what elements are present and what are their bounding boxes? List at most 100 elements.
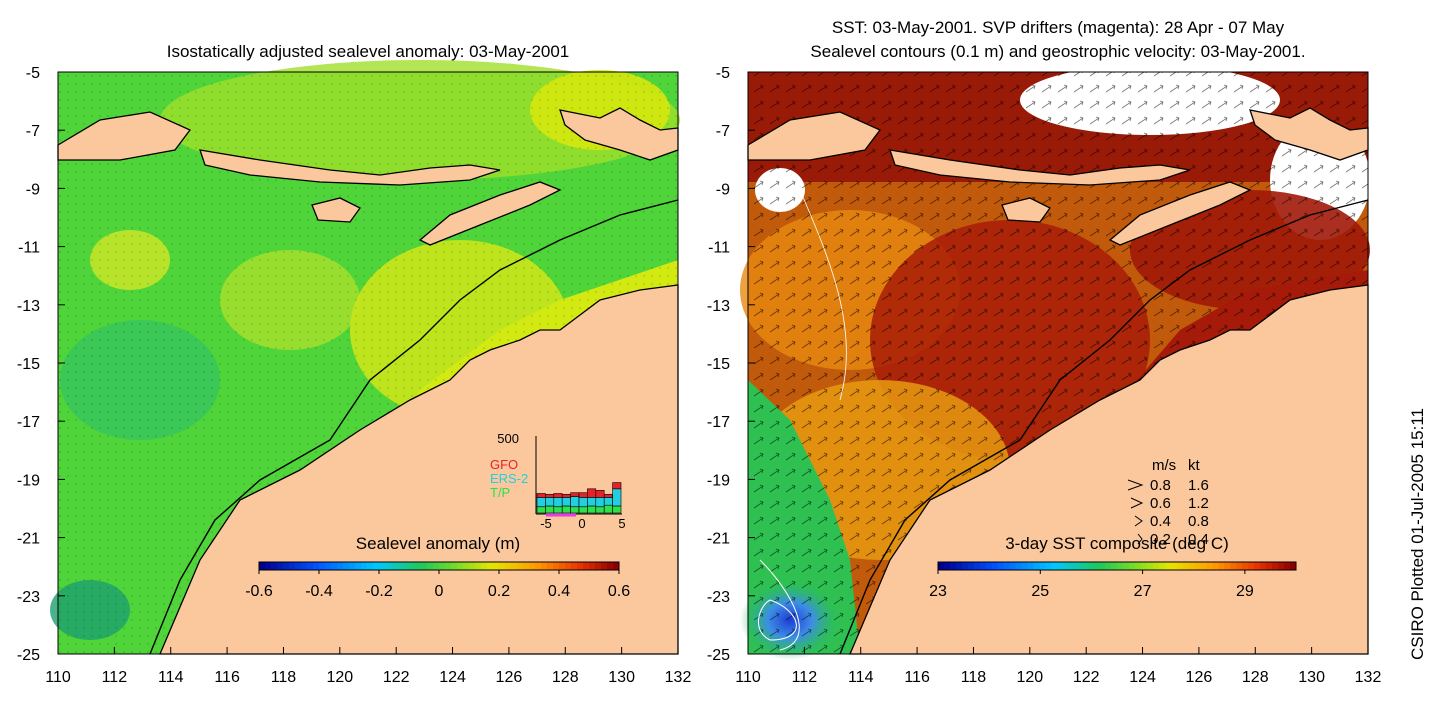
colorbar-tick-label: -0.6 (245, 583, 273, 600)
right-map-title-line2: Sealevel contours (0.1 m) and geostrophi… (810, 42, 1306, 61)
colorbar-cell (979, 562, 987, 570)
colorbar-cell (1278, 562, 1285, 570)
colorbar-cell (499, 562, 506, 570)
colorbar-cell (1236, 562, 1243, 570)
colorbar-cell (439, 562, 446, 570)
colorbar-frame (937, 561, 1297, 571)
x-tick-label: 128 (552, 669, 579, 686)
x-tick-label: 118 (961, 669, 987, 686)
colorbar-cell (409, 562, 416, 570)
y-tick-label: -17 (17, 414, 40, 431)
y-tick-label: -21 (17, 531, 40, 548)
colorbar-cell (1069, 562, 1076, 570)
x-tick-label: 126 (496, 669, 523, 686)
inset-bar-t/p (536, 506, 546, 514)
colorbar-cell (1182, 562, 1190, 570)
colorbar-cell (1146, 562, 1154, 570)
colorbar-cell (1200, 562, 1207, 570)
inset-bar-ers-2 (553, 497, 563, 508)
colorbar-cell (1134, 562, 1142, 570)
inset-bar-ers-2 (612, 488, 622, 507)
inset-bar-gfo (595, 490, 605, 498)
x-tick-label: 120 (1016, 669, 1043, 686)
x-tick-label: 132 (665, 669, 692, 686)
y-tick-label: -9 (716, 181, 730, 198)
colorbar-cell (559, 562, 566, 570)
right-colorbar: 3-day SST composite (deg C) 23 25 27 29 (929, 534, 1297, 600)
velocity-kt-value: 0.8 (1188, 513, 1209, 530)
colorbar-cell (985, 562, 993, 570)
inset-legend-t/p: T/P (490, 485, 510, 500)
inset-bar-ers-2 (578, 497, 588, 508)
inset-bar-gfo (603, 493, 613, 498)
colorbar-cell (1093, 562, 1100, 570)
inset-bar-ers-2 (561, 497, 571, 507)
x-tick-label: 132 (1355, 669, 1382, 686)
colorbar-cell (487, 562, 494, 570)
colorbar-cell (391, 562, 398, 570)
colorbar-cell (343, 562, 350, 570)
velocity-legend: m/s kt 0.8 1.60.6 1.20.4 0.80.2 0.4 (1127, 457, 1209, 548)
inset-bar-gfo (612, 482, 622, 490)
colorbar-cell (1272, 562, 1279, 570)
colorbar-cell (271, 562, 278, 570)
colorbar-cell (1158, 562, 1166, 570)
colorbar-cell (445, 562, 452, 570)
colorbar-cell (1266, 562, 1273, 570)
colorbar-cell (301, 562, 308, 570)
x-tick-label: 120 (326, 669, 353, 686)
velocity-header-ms: m/s (1152, 457, 1176, 474)
colorbar-cell (1248, 562, 1255, 570)
inset-bar-ers-2 (595, 497, 605, 508)
y-tick-label: -19 (707, 472, 730, 489)
colorbar-tick-label: 0.6 (608, 583, 630, 600)
colorbar-cell (397, 562, 404, 570)
x-tick-label: 126 (1186, 669, 1213, 686)
inset-bar-ers-2 (603, 497, 613, 506)
left-land-java (57, 111, 192, 161)
colorbar-cell (529, 562, 536, 570)
colorbar-cell (991, 562, 999, 570)
inset-x-tick-label: -5 (540, 516, 552, 531)
colorbar-tick-label: 25 (1031, 583, 1049, 600)
x-tick-label: 114 (848, 669, 874, 686)
colorbar-cell (1206, 562, 1213, 570)
colorbar-cell (373, 562, 380, 570)
x-tick-label: 114 (158, 669, 184, 686)
colorbar-cell (427, 562, 434, 570)
colorbar-cell (613, 562, 620, 570)
inset-bar-t/p (612, 505, 622, 514)
colorbar-cell (457, 562, 464, 570)
inset-bar-gfo (545, 493, 555, 498)
colorbar-cell (337, 562, 344, 570)
left-land-timor (418, 181, 562, 246)
colorbar-cell (1164, 562, 1172, 570)
right-shelf-contour (839, 199, 1369, 655)
x-tick-label: 112 (102, 669, 128, 686)
colorbar-cell (355, 562, 362, 570)
colorbar-tick-label: -0.4 (305, 583, 333, 600)
right-land-sumba (1001, 197, 1051, 223)
colorbar-cell (1033, 562, 1040, 570)
inset-bar-gfo (561, 493, 571, 498)
colorbar-tick-label: 27 (1134, 583, 1152, 600)
colorbar-cell (607, 562, 614, 570)
colorbar-cell (1260, 562, 1267, 570)
colorbar-cell (1009, 562, 1017, 570)
x-tick-label: 112 (792, 669, 818, 686)
left-colorbar-label: Sealevel anomaly (m) (356, 534, 520, 553)
right-map (740, 65, 1370, 660)
y-tick-label: -25 (707, 647, 730, 664)
colorbar-cell (1194, 562, 1202, 570)
inset-bar-ers-2 (536, 497, 546, 508)
right-map-title-line1: SST: 03-May-2001. SVP drifters (magenta)… (831, 18, 1285, 37)
colorbar-cell (583, 562, 590, 570)
inset-bar-t/p (570, 506, 580, 514)
inset-bar-gfo (536, 493, 546, 498)
colorbar-cell (1170, 562, 1178, 570)
colorbar-cell (1117, 562, 1124, 570)
colorbar-cell (565, 562, 572, 570)
colorbar-cell (1039, 562, 1046, 570)
colorbar-cell (433, 562, 440, 570)
